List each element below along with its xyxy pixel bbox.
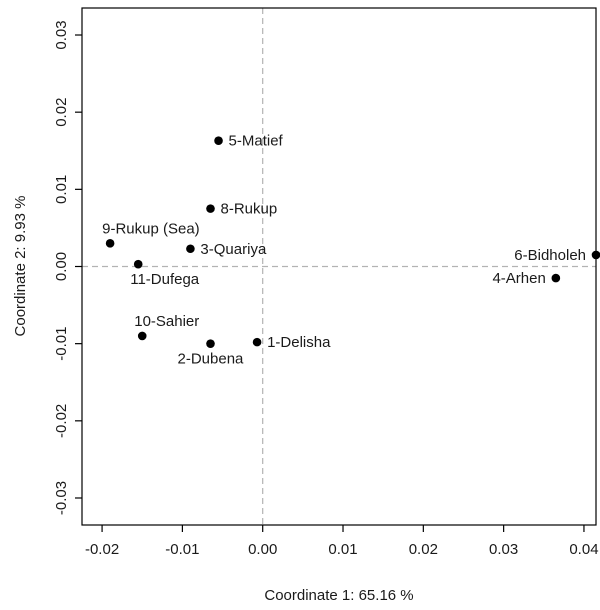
x-axis-title: Coordinate 1: 65.16 % <box>264 587 413 604</box>
point-label: 5-Matief <box>229 133 284 150</box>
y-tick-label: 0.03 <box>53 20 70 49</box>
x-axis-ticks: -0.02 -0.01 0.00 0.01 0.02 0.03 0.04 <box>85 525 599 558</box>
point-label: 3-Quariya <box>200 241 267 258</box>
y-tick-label: -0.03 <box>53 481 70 515</box>
x-tick-label: -0.01 <box>165 541 199 558</box>
y-axis-title: Coordinate 2: 9.93 % <box>12 196 29 337</box>
y-tick-label: 0.01 <box>53 175 70 204</box>
data-point <box>206 339 215 348</box>
data-point <box>105 239 115 248</box>
x-tick-label: 0.01 <box>328 541 357 558</box>
y-tick-label: 0.00 <box>53 252 70 281</box>
data-point <box>214 136 223 146</box>
point-label: 8-Rukup <box>221 201 278 218</box>
point-label: 10-Sahier <box>134 313 199 330</box>
data-point <box>137 331 147 341</box>
x-tick-label: 0.03 <box>489 541 518 558</box>
data-point <box>206 204 215 213</box>
point-label: 4-Arhen <box>492 270 545 287</box>
y-tick-label: -0.01 <box>53 327 70 361</box>
point-label: 6-Bidholeh <box>514 247 586 264</box>
x-tick-label: 0.04 <box>569 541 598 558</box>
data-point <box>252 337 262 347</box>
x-tick-label: 0.02 <box>409 541 438 558</box>
point-label: 9-Rukup (Sea) <box>102 220 200 237</box>
data-points: 5-Matief 8-Rukup 9-Rukup (Sea)3-Quariya11-… <box>102 133 600 368</box>
point-label: 2-Dubena <box>178 351 245 368</box>
y-axis-ticks: -0.03 -0.02 -0.01 0.00 0.01 0.02 0.03 <box>53 20 82 515</box>
x-tick-label: 0.00 <box>248 541 277 558</box>
y-tick-label: 0.02 <box>53 98 70 127</box>
data-point <box>551 273 561 283</box>
y-tick-label: -0.02 <box>53 404 70 438</box>
data-point <box>133 259 143 269</box>
x-tick-label: -0.02 <box>85 541 119 558</box>
data-point <box>591 250 600 260</box>
data-point <box>186 244 195 254</box>
point-label: 11-Dufega <box>130 271 200 288</box>
point-label: 1-Delisha <box>267 334 331 351</box>
